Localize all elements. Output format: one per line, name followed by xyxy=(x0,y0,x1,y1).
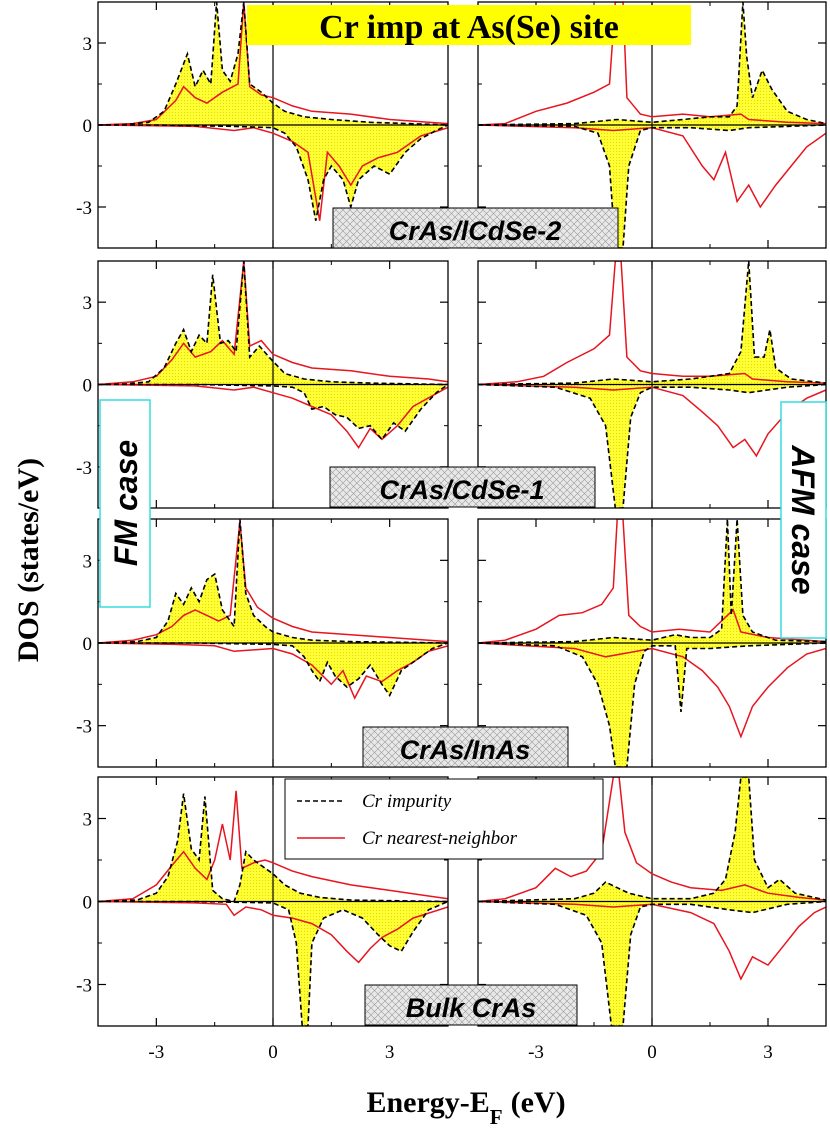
impurity-up-fill xyxy=(98,519,448,643)
row-label-inas: CrAs/InAs xyxy=(362,726,569,768)
x-tick-label: 0 xyxy=(647,1042,657,1063)
impurity-down-line xyxy=(478,383,826,508)
impurity-up-line xyxy=(478,261,826,386)
neighbor-down-line xyxy=(98,383,448,449)
fm-case-text: FM case xyxy=(108,440,144,566)
neighbor-up-line xyxy=(478,777,826,903)
impurity-up-fill xyxy=(98,2,448,125)
neighbor-up-line xyxy=(98,2,448,126)
y-tick-label: -3 xyxy=(76,198,92,219)
impurity-down-fill xyxy=(98,384,448,440)
row-label-lcdse2: CrAs/lCdSe-2 xyxy=(332,207,619,249)
x-tick-label: -3 xyxy=(528,1042,544,1063)
impurity-down-fill xyxy=(98,643,448,696)
impurity-up-fill xyxy=(478,519,826,643)
impurity-down-line xyxy=(478,642,826,767)
y-tick-label: -3 xyxy=(76,458,92,479)
row-label-cdse1: CrAs/CdSe-1 xyxy=(329,466,596,508)
legend-impurity-label: Cr impurity xyxy=(362,791,452,812)
y-tick-label: 0 xyxy=(83,893,93,914)
x-tick-label: 3 xyxy=(385,1042,395,1063)
panel-fm-1 xyxy=(98,261,448,508)
y-tick-label: 0 xyxy=(83,634,93,655)
x-tick-label: 3 xyxy=(763,1042,773,1063)
y-tick-label: 0 xyxy=(83,116,93,137)
impurity-up-line xyxy=(98,793,448,903)
impurity-down-fill xyxy=(98,125,448,221)
impurity-up-line xyxy=(98,519,448,644)
legend: Cr impurity Cr nearest-neighbor xyxy=(284,778,604,860)
impurity-up-line xyxy=(478,519,826,644)
y-tick-label: 0 xyxy=(83,376,93,397)
neighbor-down-line xyxy=(478,900,826,981)
neighbor-down-line xyxy=(478,124,826,209)
fm-case-label: FM case xyxy=(99,399,151,608)
impurity-up-fill xyxy=(98,261,448,385)
row-label-text: CrAs/InAs xyxy=(400,735,531,765)
row-label-text: CrAs/CdSe-1 xyxy=(379,475,544,505)
figure-title: Cr imp at As(Se) site xyxy=(247,5,691,46)
afm-case-text: AFM case xyxy=(785,444,821,594)
neighbor-up-line xyxy=(98,790,448,903)
impurity-up-fill xyxy=(478,2,826,125)
neighbor-up-line xyxy=(478,2,826,126)
row-label-text: Bulk CrAs xyxy=(406,993,537,1023)
x-tick-label: -3 xyxy=(148,1042,164,1063)
y-axis-title: DOS (states/eV) xyxy=(12,458,45,662)
impurity-down-line xyxy=(478,900,826,1026)
y-tick-label: 3 xyxy=(83,551,93,572)
panel-afm-2 xyxy=(478,519,826,767)
neighbor-down-line xyxy=(98,900,448,964)
impurity-down-line xyxy=(98,124,448,221)
legend-neighbor-label: Cr nearest-neighbor xyxy=(362,828,518,849)
y-tick-label: 3 xyxy=(83,293,93,314)
neighbor-down-line xyxy=(478,642,826,739)
x-axis-title-sub: F xyxy=(490,1105,503,1129)
impurity-up-line xyxy=(98,261,448,386)
impurity-up-line xyxy=(98,2,448,126)
impurity-up-line xyxy=(478,777,826,903)
neighbor-down-line xyxy=(98,124,448,221)
y-tick-label: -3 xyxy=(76,976,92,997)
impurity-down-fill xyxy=(98,901,448,1026)
x-tick-label: 0 xyxy=(268,1042,278,1063)
panel-fm-3 xyxy=(98,777,448,1026)
title-text: Cr imp at As(Se) site xyxy=(319,9,619,46)
x-axis-title: Energy-EF (eV) xyxy=(366,1086,565,1129)
neighbor-up-line xyxy=(98,261,448,386)
panel-grid: 3 0 -3 3 0 -3 3 0 -3 3 0 -3 -3 0 3 -3 0 3 xyxy=(76,1,827,1063)
x-axis-title-main: Energy-E xyxy=(366,1086,489,1119)
impurity-down-line xyxy=(98,383,448,441)
impurity-up-fill xyxy=(98,793,448,902)
neighbor-up-line xyxy=(478,261,826,386)
impurity-down-line xyxy=(98,900,448,1026)
y-tick-label: 3 xyxy=(83,810,93,831)
row-label-bulk: Bulk CrAs xyxy=(364,984,578,1026)
neighbor-up-line xyxy=(478,519,826,644)
impurity-up-line xyxy=(478,2,826,126)
row-label-text: CrAs/lCdSe-2 xyxy=(389,216,562,246)
neighbor-down-line xyxy=(98,642,448,700)
y-tick-label: -3 xyxy=(76,717,92,738)
impurity-down-line xyxy=(98,642,448,697)
afm-case-label: AFM case xyxy=(780,401,827,639)
panel-fm-2 xyxy=(98,519,448,767)
impurity-up-fill xyxy=(478,777,826,902)
panel-afm-3 xyxy=(478,777,826,1026)
impurity-down-line xyxy=(478,124,826,248)
x-axis-title-unit: (eV) xyxy=(511,1086,566,1119)
panel-fm-0 xyxy=(98,2,448,248)
y-tick-label: 3 xyxy=(83,34,93,55)
